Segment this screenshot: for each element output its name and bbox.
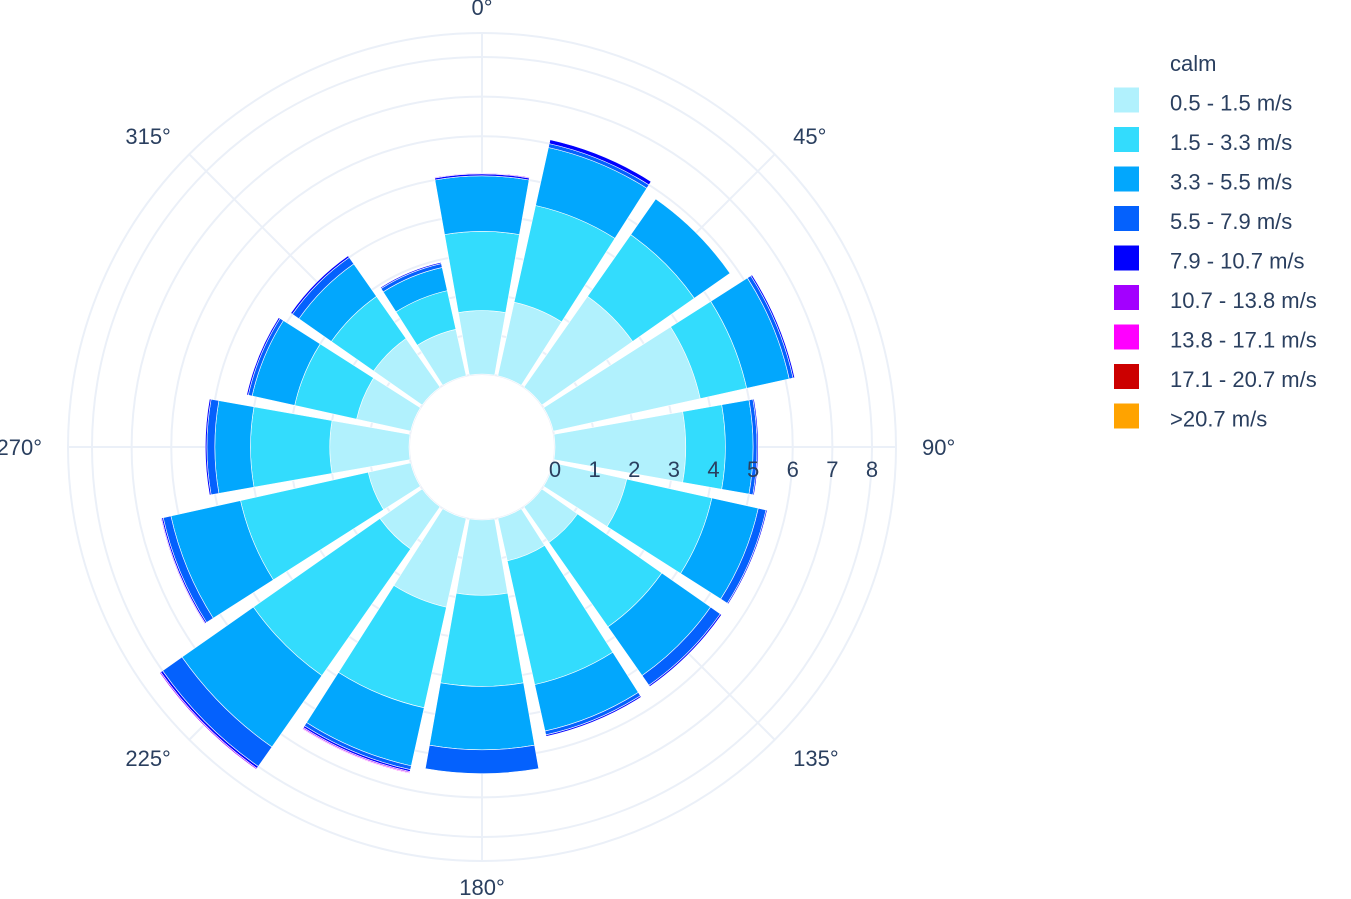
wind-bar-segment[interactable] — [434, 172, 530, 179]
angular-tick-label: 135° — [793, 746, 839, 771]
legend-label: 3.3 - 5.5 m/s — [1170, 170, 1292, 195]
angular-tick-label: 45° — [793, 124, 826, 149]
wind-bar-segment[interactable] — [424, 744, 540, 774]
legend-label: 17.1 - 20.7 m/s — [1170, 367, 1317, 392]
legend-item[interactable]: 10.7 - 13.8 m/s — [1114, 285, 1317, 313]
angular-tick-label: 270° — [0, 435, 42, 460]
wind-bar-segment[interactable] — [444, 231, 520, 314]
wind-bar-segment[interactable] — [726, 509, 768, 605]
wind-bar-segment[interactable] — [290, 255, 350, 315]
angular-tick-label: 90° — [922, 435, 955, 460]
radial-tick-label: 4 — [707, 457, 719, 482]
wind-bar-segment[interactable] — [750, 274, 796, 379]
legend-label: 5.5 - 7.9 m/s — [1170, 209, 1292, 234]
wind-bar-segment[interactable] — [160, 517, 206, 625]
wind-bars — [159, 139, 796, 774]
legend-label: 10.7 - 13.8 m/s — [1170, 288, 1317, 313]
legend-label: 7.9 - 10.7 m/s — [1170, 249, 1305, 274]
legend-label: 1.5 - 3.3 m/s — [1170, 130, 1292, 155]
angular-tick-label: 225° — [125, 746, 171, 771]
wind-bar-segment[interactable] — [379, 262, 442, 289]
legend-item[interactable]: 0.5 - 1.5 m/s — [1114, 87, 1292, 116]
legend-swatch — [1114, 364, 1139, 389]
wind-bar-segment[interactable] — [250, 406, 333, 488]
legend-item[interactable]: 5.5 - 7.9 m/s — [1114, 206, 1292, 234]
legend-swatch — [1114, 324, 1139, 350]
radial-tick-label: 5 — [747, 457, 759, 482]
legend-item[interactable]: 17.1 - 20.7 m/s — [1114, 364, 1317, 392]
legend-swatch — [1114, 87, 1139, 113]
angular-tick-label: 315° — [125, 124, 171, 149]
radial-grid-circle — [408, 373, 556, 521]
wind-bar-segment[interactable] — [630, 198, 731, 299]
legend-label: 0.5 - 1.5 m/s — [1170, 91, 1292, 116]
legend-swatch — [1114, 127, 1139, 152]
radial-tick-label: 0 — [549, 457, 561, 482]
wind-bar-segment[interactable] — [457, 310, 507, 376]
legend-swatch — [1114, 245, 1139, 271]
wind-bar-segment[interactable] — [440, 592, 524, 687]
wind-bar-segment[interactable] — [434, 175, 530, 235]
angular-tick-label: 180° — [459, 875, 505, 899]
angular-tick-labels: 0° 45° 90° 135° 180° 225° 270° 315° — [0, 0, 955, 899]
legend-label: calm — [1170, 51, 1216, 76]
radial-tick-label: 1 — [589, 457, 601, 482]
legend-swatch — [1114, 166, 1139, 192]
legend[interactable]: calm 0.5 - 1.5 m/s 1.5 - 3.3 m/s 3.3 - 5.5 … — [1114, 51, 1317, 432]
wind-bar-segment[interactable] — [752, 398, 759, 496]
wind-bar-segment[interactable] — [545, 695, 642, 737]
wind-bar-segment[interactable] — [548, 139, 652, 186]
legend-label: 13.8 - 17.1 m/s — [1170, 328, 1317, 353]
angular-tick-label: 0° — [471, 0, 492, 20]
wind-bar-segment[interactable] — [648, 613, 723, 688]
radial-tick-label: 6 — [787, 457, 799, 482]
legend-item[interactable]: 7.9 - 10.7 m/s — [1114, 245, 1305, 274]
wind-bar-segment[interactable] — [301, 728, 411, 774]
wind-bar-segment[interactable] — [455, 518, 509, 596]
legend-swatch — [1114, 285, 1139, 310]
legend-item[interactable]: calm — [1170, 51, 1216, 76]
legend-swatch — [1114, 403, 1139, 429]
wind-bar-segment[interactable] — [429, 682, 535, 751]
wind-bar-segment[interactable] — [214, 400, 255, 494]
legend-item[interactable]: 3.3 - 5.5 m/s — [1114, 166, 1292, 195]
radial-tick-label: 7 — [826, 457, 838, 482]
legend-item[interactable]: >20.7 m/s — [1114, 403, 1267, 432]
radial-tick-label: 3 — [668, 457, 680, 482]
wind-bar-segment[interactable] — [159, 671, 258, 770]
wind-bar-segment[interactable] — [205, 398, 212, 496]
wind-bar-segment[interactable] — [246, 317, 281, 396]
radial-tick-label: 2 — [628, 457, 640, 482]
legend-item[interactable]: 13.8 - 17.1 m/s — [1114, 324, 1317, 353]
radial-tick-labels: 0 1 2 3 4 5 6 7 8 — [549, 457, 878, 482]
legend-item[interactable]: 1.5 - 3.3 m/s — [1114, 127, 1292, 155]
radial-tick-label: 8 — [866, 457, 878, 482]
legend-swatch — [1114, 206, 1139, 231]
legend-label: >20.7 m/s — [1170, 407, 1267, 432]
